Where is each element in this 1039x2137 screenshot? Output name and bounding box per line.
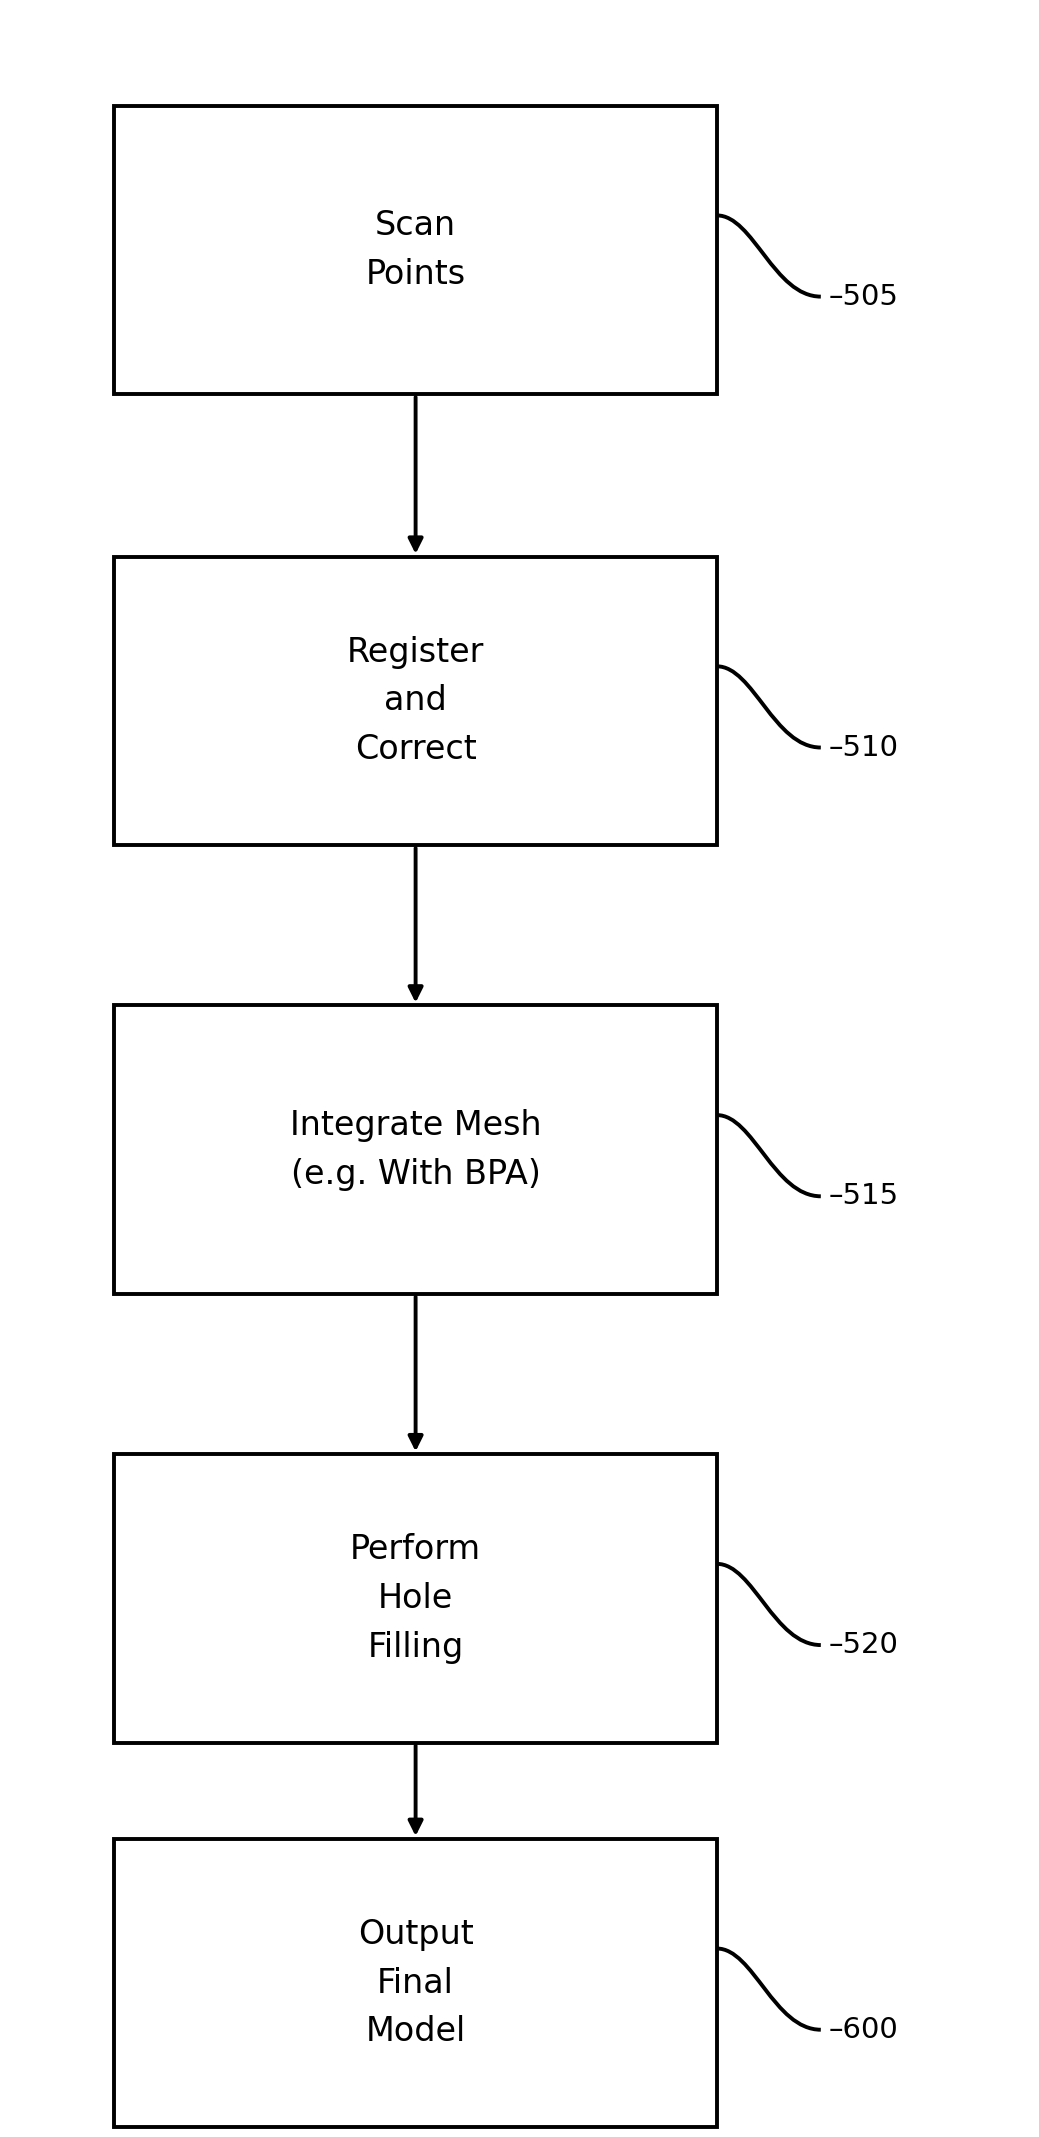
Text: Output
Final
Model: Output Final Model bbox=[357, 1919, 474, 2047]
Text: Register
and
Correct: Register and Correct bbox=[347, 637, 484, 765]
Text: –515: –515 bbox=[829, 1182, 899, 1210]
Text: Scan
Points: Scan Points bbox=[366, 209, 465, 291]
Text: –520: –520 bbox=[829, 1631, 899, 1658]
FancyBboxPatch shape bbox=[114, 1453, 717, 1744]
Text: Perform
Hole
Filling: Perform Hole Filling bbox=[350, 1534, 481, 1663]
Text: –600: –600 bbox=[829, 2015, 899, 2043]
FancyBboxPatch shape bbox=[114, 105, 717, 393]
FancyBboxPatch shape bbox=[114, 1004, 717, 1293]
Text: –510: –510 bbox=[829, 733, 899, 761]
Text: –505: –505 bbox=[829, 282, 899, 310]
FancyBboxPatch shape bbox=[114, 556, 717, 844]
FancyBboxPatch shape bbox=[114, 1838, 717, 2128]
Text: Integrate Mesh
(e.g. With BPA): Integrate Mesh (e.g. With BPA) bbox=[290, 1109, 541, 1190]
